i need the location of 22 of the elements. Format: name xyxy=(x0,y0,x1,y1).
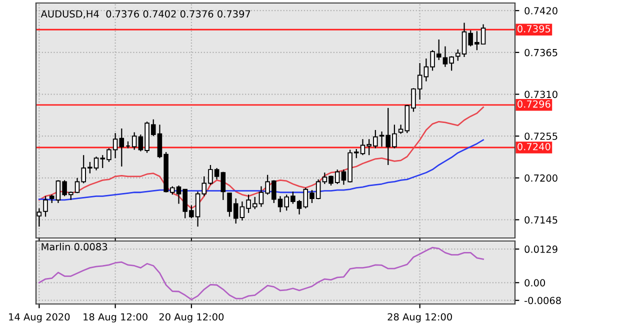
y-tick-label: 0.7200 xyxy=(524,174,558,182)
y-tick-label: 0.7145 xyxy=(524,216,558,224)
candlestick xyxy=(119,128,124,168)
candlestick xyxy=(398,124,404,134)
ref-line-label: 0.7296 xyxy=(518,100,550,108)
candlestick xyxy=(220,171,226,201)
y-tick-label: 0.7310 xyxy=(524,90,558,98)
x-tick-label: 28 Aug 12:00 xyxy=(388,313,452,322)
chart-title: Marlin 0.0083 xyxy=(42,242,108,250)
ref-line-label: 0.7240 xyxy=(518,142,550,150)
y-tick-label: 0.0129 xyxy=(524,246,558,253)
y-tick-label: 0.00 xyxy=(524,279,546,286)
x-tick-label: 20 Aug 12:00 xyxy=(159,313,224,322)
ref-line-label: 0.7395 xyxy=(518,25,550,32)
y-tick-label: 0.7365 xyxy=(524,48,558,56)
y-tick-label: 0.7420 xyxy=(524,7,558,14)
x-tick-label: 14 Aug 2020 xyxy=(9,313,70,322)
y-tick-label: 0.7255 xyxy=(524,132,558,140)
y-tick-label: -0.0068 xyxy=(524,296,561,304)
x-tick-label: 18 Aug 12:00 xyxy=(84,313,148,322)
text: AUDUSD,H4 0.7376 0.7402 0.7376 0.7397 xyxy=(40,10,250,19)
candlestick xyxy=(132,132,137,150)
